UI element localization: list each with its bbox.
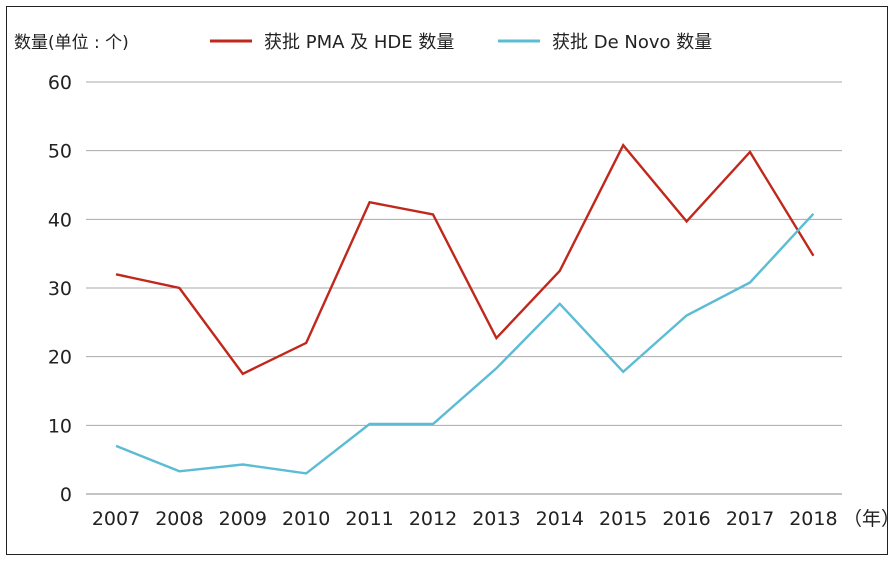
y-axis-ticks: 0 10 20 30 40 50 60 [48,72,72,506]
y-tick-label: 50 [48,141,72,163]
y-tick-label: 40 [48,209,72,231]
series-line-0 [115,143,815,376]
x-tick-label: 2008 [155,508,203,530]
x-axis-ticks: 2007 2008 2009 2010 2011 2012 2013 2014 2015 2016… [92,508,838,530]
series-line-1 [115,212,815,475]
x-tick-label: 2013 [472,508,520,530]
x-tick-label: 2009 [219,508,267,530]
x-tick-label: 2010 [282,508,330,530]
x-tick-label: 2007 [92,508,140,530]
gridlines [86,81,842,495]
legend: 获批 PMA 及 HDE 数量 获批 De Novo 数量 [210,32,712,53]
legend-label-de-novo: 获批 De Novo 数量 [552,32,712,53]
x-tick-label: 2016 [662,508,710,530]
chart-frame [6,6,888,555]
x-tick-label: 2015 [599,508,647,530]
y-tick-label: 10 [48,415,72,437]
x-tick-label: 2018 [789,508,837,530]
y-tick-label: 20 [48,347,72,369]
series-lines [115,143,815,475]
y-unit-label: 数量(单位 : 个) [14,33,129,53]
y-tick-label: 60 [48,72,72,94]
y-tick-label: 0 [60,484,72,506]
legend-label-pma-hde: 获批 PMA 及 HDE 数量 [264,32,454,53]
x-tick-label: 2012 [409,508,457,530]
x-tick-label: 2014 [536,508,584,530]
y-tick-label: 30 [48,278,72,300]
x-tick-label: 2011 [345,508,393,530]
x-unit-label: （年） [843,508,896,530]
x-tick-label: 2017 [726,508,774,530]
